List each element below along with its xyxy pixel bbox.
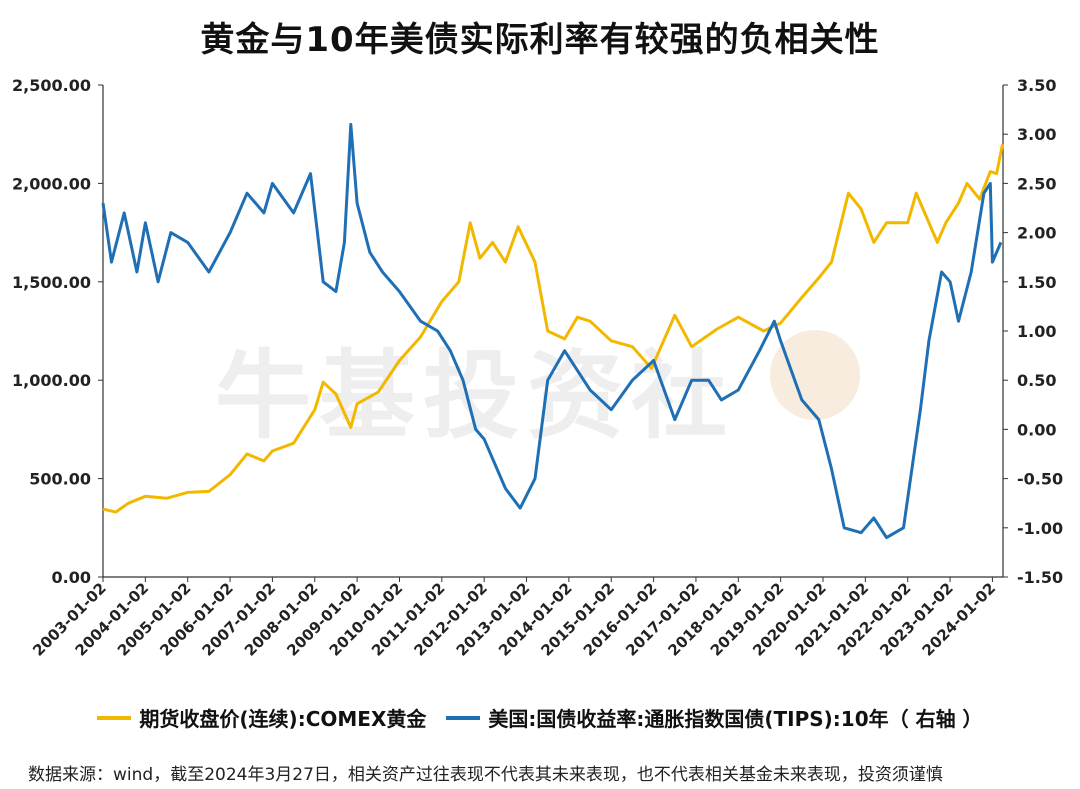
watermark-logo-icon	[770, 330, 860, 420]
chart-title: 黄金与10年美债实际利率有较强的负相关性	[200, 20, 880, 60]
left-tick-label: 500.00	[29, 470, 91, 489]
right-tick-label: 2.00	[1017, 224, 1056, 243]
legend: 期货收盘价(连续):COMEX黄金 美国:国债收益率:通胀指数国债(TIPS):…	[0, 703, 1080, 732]
right-tick-label: 1.00	[1017, 322, 1056, 341]
x-tick-label: 2003-01-02	[29, 579, 110, 660]
gold-price-line	[102, 143, 1005, 514]
right-tick-label: 2.50	[1017, 174, 1056, 193]
source-note: 数据来源：wind，截至2024年3月27日，相关资产过往表现不代表其未来表现，…	[28, 765, 943, 785]
right-tick-label: 1.50	[1017, 273, 1056, 292]
left-tick-label: 0.00	[52, 568, 91, 587]
right-tick-label: -1.00	[1017, 519, 1063, 538]
right-tick-label: 3.00	[1017, 125, 1056, 144]
legend-label-gold: 期货收盘价(连续):COMEX黄金	[139, 707, 427, 731]
tips-line-swatch	[446, 715, 481, 720]
left-tick-label: 1,500.00	[12, 273, 91, 292]
left-tick-label: 2,000.00	[12, 174, 91, 193]
right-tick-label: -0.50	[1017, 470, 1063, 489]
legend-label-tips: 美国:国债收益率:通胀指数国债(TIPS):10年（ 右轴 ）	[488, 707, 983, 731]
right-tick-label: 0.50	[1017, 371, 1056, 390]
gold-line-swatch	[97, 715, 132, 720]
left-tick-label: 1,000.00	[12, 371, 91, 390]
tips-yield-line	[101, 122, 1003, 540]
series-layer	[101, 122, 1005, 540]
x-axis: 2003-01-022004-01-022005-01-022006-01-02…	[29, 576, 1003, 660]
line-chart: 2003-01-022004-01-022005-01-022006-01-02…	[12, 76, 1063, 660]
legend-item-gold: 期货收盘价(连续):COMEX黄金	[97, 703, 426, 732]
right-tick-label: -1.50	[1017, 568, 1063, 587]
right-tick-label: 0.00	[1017, 420, 1056, 439]
left-tick-label: 2,500.00	[12, 76, 91, 95]
left-y-axis: 0.00 500.00 1,000.00 1,500.00 2,000.00 2,500.…	[12, 76, 104, 587]
legend-item-tips: 美国:国债收益率:通胀指数国债(TIPS):10年（ 右轴 ）	[446, 703, 983, 732]
right-tick-label: 3.50	[1017, 76, 1056, 95]
right-y-axis: -1.50 -1.00 -0.50 0.00 0.50 1.00 1.50 2.00 2.50 3…	[1002, 76, 1063, 587]
